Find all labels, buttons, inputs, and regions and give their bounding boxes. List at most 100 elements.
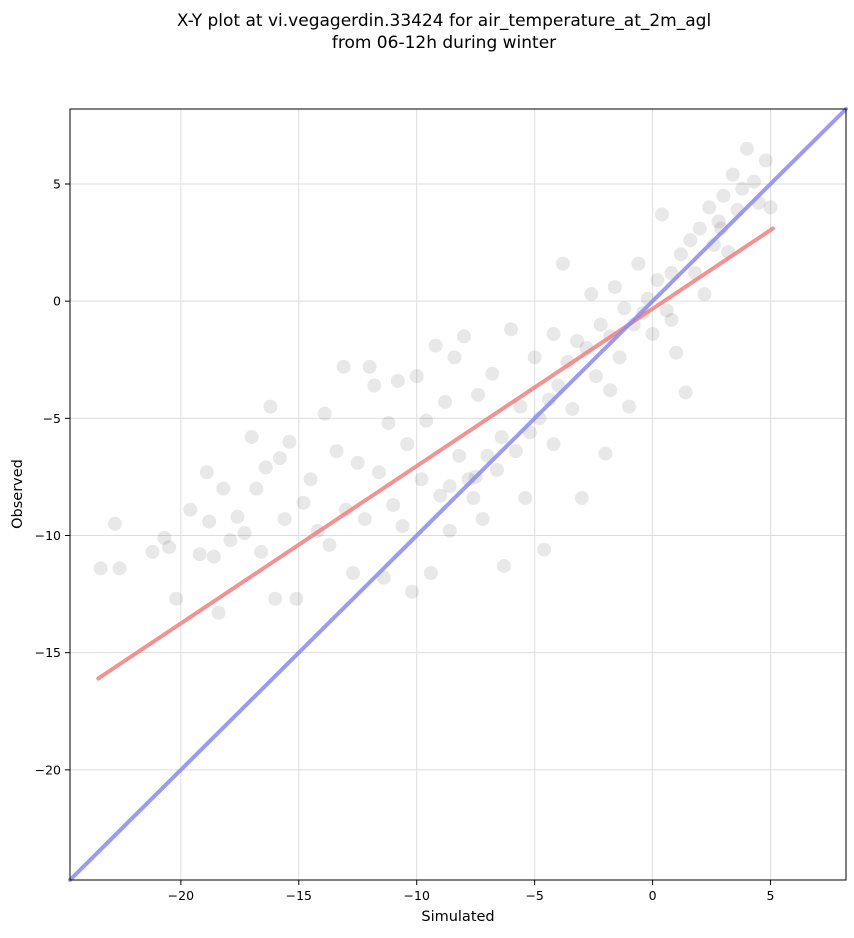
scatter-point [527,350,542,365]
scatter-point [438,394,453,409]
scatter-point [107,516,122,531]
red-fit-line [96,226,775,681]
x-tick-label: −15 [286,888,312,903]
scatter-point [223,533,238,548]
grid-layer [70,109,846,880]
scatter-point [650,273,665,288]
y-axis-label: Observed [10,459,26,529]
y-tick-label: −20 [35,762,61,777]
scatter-point [162,540,177,555]
scatter-point [555,256,570,271]
scatter-point [405,584,420,599]
scatter-point [574,491,589,506]
scatter-point [494,430,509,445]
scatter-point [747,174,762,189]
scatter-point [485,366,500,381]
scatter-point [367,378,382,393]
scatter-point [725,167,740,182]
scatter-point [192,547,207,562]
x-axis-label: Simulated [421,909,494,925]
scatter-point [317,406,332,421]
scatter-point [442,479,457,494]
scatter-point [157,530,172,545]
points-layer [93,141,778,620]
scatter-point [145,544,160,559]
scatter-point [381,416,396,431]
x-tick-label: 0 [649,888,657,903]
scatter-point [254,544,269,559]
scatter-point [112,561,127,576]
y-tick-label: −15 [35,645,61,660]
scatter-point [277,512,292,527]
scatter-point [249,481,264,496]
scatter-point [508,444,523,459]
scatter-point [428,338,443,353]
scatter-point [593,317,608,332]
scatter-point [263,399,278,414]
scatter-point [244,430,259,445]
scatter-point [206,549,221,564]
blue-fit-line [68,107,848,882]
x-tick-label: 5 [767,888,775,903]
scatter-point [669,345,684,360]
scatter-point [496,558,511,573]
scatter-point [322,537,337,552]
scatter-point [678,385,693,400]
scatter-point [584,287,599,302]
scatter-point [645,326,660,341]
scatter-point [371,465,386,480]
scatter-point [513,399,528,414]
scatter-point [169,591,184,606]
y-axis-ticks: −20 −15 −10 −5 0 5 [35,176,70,777]
scatter-point [346,566,361,581]
scatter-point [336,359,351,374]
scatter-point [452,448,467,463]
scatter-point [362,359,377,374]
scatter-point [93,561,108,576]
scatter-point [612,350,627,365]
y-tick-label: 5 [53,176,61,191]
scatter-point [659,303,674,318]
scatter-point [664,312,679,327]
scatter-point [423,566,438,581]
scatter-point [735,181,750,196]
scatter-point [471,387,486,402]
scatter-point [390,373,405,388]
scatter-point [216,481,231,496]
scatter-point [447,350,462,365]
scatter-point [758,153,773,168]
scatter-point [442,523,457,538]
scatter-point [617,301,632,316]
scatter-point [603,383,618,398]
scatter-point [282,434,297,449]
scatter-point [475,512,490,527]
scatter-point [414,472,429,487]
plot-frame [69,108,847,881]
scatter-point [268,591,283,606]
scatter-point [237,526,252,541]
scatter-point [598,446,613,461]
scatter-point [588,369,603,384]
x-axis-ticks: −20 −15 −10 −5 0 5 [168,880,775,903]
scatter-point [518,491,533,506]
y-tick-label: 0 [53,294,61,309]
scatter-point [716,188,731,203]
scatter-point [419,413,434,428]
scatter-point [357,512,372,527]
scatter-point [386,498,401,513]
scatter-point [303,472,318,487]
scatter-point [683,233,698,248]
scatter-point [272,451,287,466]
chart-subtitle: from 06-12h during winter [332,33,556,53]
x-tick-label: −20 [168,888,194,903]
y-tick-label: −5 [43,411,61,426]
scatter-point [289,591,304,606]
scatter-point [183,502,198,517]
scatter-point [692,221,707,236]
scatter-point [329,444,344,459]
scatter-point [622,399,637,414]
scatter-point [504,322,519,337]
y-tick-label: −10 [35,528,61,543]
scatter-point [565,401,580,416]
